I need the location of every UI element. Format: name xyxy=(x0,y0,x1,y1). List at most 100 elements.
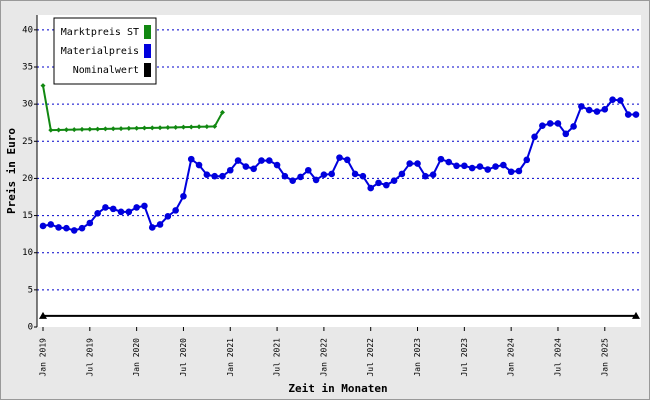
data-point xyxy=(297,173,304,181)
data-point xyxy=(125,208,133,216)
data-point xyxy=(156,221,164,228)
data-point xyxy=(149,125,155,131)
data-point xyxy=(117,208,125,216)
data-point xyxy=(461,162,468,170)
legend-label: Materialpreis xyxy=(61,46,139,57)
x-tick-label: Jan 2021 xyxy=(226,338,235,377)
data-point xyxy=(141,202,148,210)
data-point xyxy=(188,124,194,130)
data-point xyxy=(383,181,390,189)
data-point xyxy=(344,156,351,164)
data-point xyxy=(133,204,140,211)
y-tick-label: 10 xyxy=(22,248,33,258)
data-point xyxy=(148,224,156,231)
x-tick-label: Jan 2024 xyxy=(507,338,516,377)
data-point xyxy=(40,83,46,89)
data-point xyxy=(204,124,210,130)
y-tick-label: 25 xyxy=(22,137,33,147)
data-point xyxy=(367,184,375,192)
data-point xyxy=(242,163,250,170)
data-point xyxy=(531,133,538,141)
legend-swatch xyxy=(144,44,151,58)
legend-swatch xyxy=(144,25,151,39)
data-point xyxy=(48,127,54,133)
x-tick-label: Jul 2019 xyxy=(85,338,94,377)
data-point xyxy=(102,204,109,211)
data-point xyxy=(523,156,531,164)
data-point xyxy=(328,170,335,178)
data-point xyxy=(87,126,93,132)
data-point xyxy=(585,106,593,114)
y-tick-label: 0 xyxy=(28,323,33,333)
data-point xyxy=(546,120,554,127)
data-point xyxy=(258,157,265,164)
data-point xyxy=(250,165,257,173)
x-tick-label: Jul 2023 xyxy=(460,338,469,377)
data-point xyxy=(562,130,570,138)
data-point xyxy=(273,161,281,169)
x-tick-label: Jul 2021 xyxy=(273,338,282,377)
x-tick-label: Jan 2025 xyxy=(600,338,609,377)
data-point xyxy=(219,172,226,180)
data-point xyxy=(180,124,186,130)
legend-label: Nominalwert xyxy=(73,65,139,76)
data-point xyxy=(617,97,624,104)
data-point xyxy=(71,127,77,133)
data-point xyxy=(78,224,86,232)
x-tick-label: Jul 2022 xyxy=(366,338,375,377)
data-point xyxy=(593,108,601,115)
data-point xyxy=(632,111,640,118)
data-point xyxy=(47,221,55,228)
data-point xyxy=(126,125,132,131)
y-tick-label: 35 xyxy=(22,63,33,73)
y-tick-label: 20 xyxy=(22,174,33,184)
legend-label: Marktpreis ST xyxy=(61,27,139,38)
data-point xyxy=(70,227,78,234)
x-tick-label: Jul 2020 xyxy=(179,338,188,377)
data-point xyxy=(86,219,94,227)
data-point xyxy=(312,176,320,184)
data-point xyxy=(289,177,296,184)
data-point xyxy=(141,125,147,131)
data-point xyxy=(63,127,69,133)
x-tick-label: Jan 2022 xyxy=(319,338,328,377)
data-point xyxy=(414,160,421,167)
x-tick-label: Jul 2024 xyxy=(553,338,562,377)
data-point xyxy=(118,126,124,132)
data-point xyxy=(398,170,406,178)
data-point xyxy=(56,127,62,133)
data-point xyxy=(468,164,476,172)
y-tick-label: 30 xyxy=(22,100,33,110)
data-point xyxy=(180,192,187,200)
data-point xyxy=(195,161,203,169)
data-point xyxy=(422,172,429,180)
data-point xyxy=(187,155,195,163)
data-point xyxy=(110,126,116,132)
legend-box xyxy=(53,17,157,85)
data-point xyxy=(157,125,163,131)
data-point xyxy=(578,103,585,110)
data-point xyxy=(445,158,453,166)
data-point xyxy=(500,161,507,169)
data-point xyxy=(554,120,562,127)
y-tick-label: 15 xyxy=(22,211,33,221)
data-point xyxy=(476,163,484,170)
data-point xyxy=(39,311,47,319)
data-point xyxy=(406,160,414,167)
data-point xyxy=(359,172,367,180)
data-point xyxy=(624,111,632,118)
data-point xyxy=(196,124,202,130)
data-point xyxy=(172,207,179,214)
data-point xyxy=(281,172,289,180)
data-point xyxy=(515,167,523,175)
data-point xyxy=(429,171,437,179)
data-point xyxy=(165,124,171,130)
data-point xyxy=(453,162,460,170)
data-point xyxy=(226,166,234,174)
data-point xyxy=(173,124,179,130)
data-point xyxy=(212,123,218,129)
x-tick-label: Jan 2023 xyxy=(413,338,422,377)
data-point xyxy=(375,179,382,187)
data-point xyxy=(632,311,640,319)
